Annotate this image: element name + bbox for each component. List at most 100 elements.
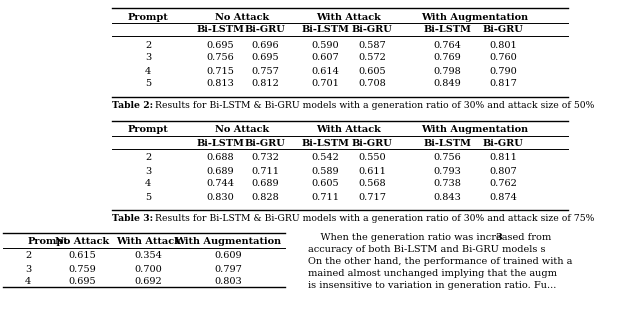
Text: Bi-GRU: Bi-GRU: [351, 26, 392, 35]
Text: 2: 2: [25, 251, 31, 261]
Text: 0.813: 0.813: [206, 80, 234, 89]
Text: No Attack: No Attack: [216, 125, 269, 135]
Text: 0.756: 0.756: [433, 154, 461, 163]
Text: 0.605: 0.605: [311, 180, 339, 189]
Text: 0.611: 0.611: [358, 166, 386, 175]
Text: 3: 3: [145, 166, 151, 175]
Text: With Attack: With Attack: [316, 13, 381, 21]
Text: 0.696: 0.696: [251, 40, 279, 49]
Text: 0.568: 0.568: [358, 180, 386, 189]
Text: With Augmentation: With Augmentation: [421, 13, 529, 21]
Text: 0.757: 0.757: [251, 66, 279, 75]
Text: 0.797: 0.797: [214, 265, 242, 273]
Text: 2: 2: [145, 154, 151, 163]
Text: 0.711: 0.711: [311, 192, 339, 201]
Text: 0.711: 0.711: [251, 166, 279, 175]
Text: 0.695: 0.695: [206, 40, 234, 49]
Text: 3: 3: [495, 234, 502, 242]
Text: 0.587: 0.587: [358, 40, 386, 49]
Text: Prompt: Prompt: [127, 125, 168, 135]
Text: 0.688: 0.688: [206, 154, 234, 163]
Text: 0.732: 0.732: [251, 154, 279, 163]
Text: 3: 3: [25, 265, 31, 273]
Text: Bi-GRU: Bi-GRU: [244, 139, 285, 147]
Text: accuracy of both Bi-LSTM and Bi-GRU models s: accuracy of both Bi-LSTM and Bi-GRU mode…: [308, 245, 545, 255]
Text: Bi-GRU: Bi-GRU: [244, 26, 285, 35]
Text: 0.354: 0.354: [134, 251, 162, 261]
Text: No Attack: No Attack: [55, 238, 109, 246]
Text: 4: 4: [145, 180, 151, 189]
Text: 0.715: 0.715: [206, 66, 234, 75]
Text: Table 2:: Table 2:: [112, 101, 153, 110]
Text: 0.803: 0.803: [214, 277, 242, 287]
Text: 0.811: 0.811: [489, 154, 517, 163]
Text: 0.605: 0.605: [358, 66, 386, 75]
Text: 0.828: 0.828: [251, 192, 279, 201]
Text: With Attack: With Attack: [116, 238, 180, 246]
Text: Results for Bi-LSTM & Bi-GRU models with a generation ratio of 30% and attack si: Results for Bi-LSTM & Bi-GRU models with…: [152, 214, 595, 223]
Text: 0.801: 0.801: [489, 40, 517, 49]
Text: 0.738: 0.738: [433, 180, 461, 189]
Text: With Attack: With Attack: [316, 125, 381, 135]
Text: With Augmentation: With Augmentation: [421, 125, 529, 135]
Text: 0.760: 0.760: [489, 54, 517, 63]
Text: 0.695: 0.695: [68, 277, 96, 287]
Text: 0.759: 0.759: [68, 265, 96, 273]
Text: 0.700: 0.700: [134, 265, 162, 273]
Text: 0.708: 0.708: [358, 80, 386, 89]
Text: 0.590: 0.590: [311, 40, 339, 49]
Text: 0.615: 0.615: [68, 251, 96, 261]
Text: 5: 5: [145, 80, 151, 89]
Text: 0.762: 0.762: [489, 180, 517, 189]
Text: Bi-LSTM: Bi-LSTM: [423, 139, 471, 147]
Text: Prompt: Prompt: [28, 238, 68, 246]
Text: mained almost unchanged implying that the augm: mained almost unchanged implying that th…: [308, 269, 557, 279]
Text: 0.689: 0.689: [251, 180, 279, 189]
Text: Bi-LSTM: Bi-LSTM: [301, 26, 349, 35]
Text: 0.793: 0.793: [433, 166, 461, 175]
Text: 0.830: 0.830: [206, 192, 234, 201]
Text: 0.695: 0.695: [251, 54, 279, 63]
Text: 0.607: 0.607: [311, 54, 339, 63]
Text: is insensitive to variation in generation ratio. Fu...: is insensitive to variation in generatio…: [308, 282, 556, 291]
Text: On the other hand, the performance of trained with a: On the other hand, the performance of tr…: [308, 258, 572, 266]
Text: Bi-LSTM: Bi-LSTM: [196, 26, 244, 35]
Text: No Attack: No Attack: [216, 13, 269, 21]
Text: 0.843: 0.843: [433, 192, 461, 201]
Text: 0.817: 0.817: [489, 80, 517, 89]
Text: 0.744: 0.744: [206, 180, 234, 189]
Text: 2: 2: [145, 40, 151, 49]
Text: 0.717: 0.717: [358, 192, 386, 201]
Text: 0.764: 0.764: [433, 40, 461, 49]
Text: 0.812: 0.812: [251, 80, 279, 89]
Text: Prompt: Prompt: [127, 13, 168, 21]
Text: Bi-LSTM: Bi-LSTM: [301, 139, 349, 147]
Text: When the generation ratio was increased from: When the generation ratio was increased …: [308, 234, 554, 242]
Text: 0.614: 0.614: [311, 66, 339, 75]
Text: Bi-GRU: Bi-GRU: [351, 139, 392, 147]
Text: 0.701: 0.701: [311, 80, 339, 89]
Text: 0.849: 0.849: [433, 80, 461, 89]
Text: 0.572: 0.572: [358, 54, 386, 63]
Text: Bi-GRU: Bi-GRU: [483, 26, 524, 35]
Text: 0.609: 0.609: [214, 251, 242, 261]
Text: 3: 3: [145, 54, 151, 63]
Text: Table 3:: Table 3:: [112, 214, 153, 223]
Text: 4: 4: [145, 66, 151, 75]
Text: 5: 5: [145, 192, 151, 201]
Text: Bi-LSTM: Bi-LSTM: [196, 139, 244, 147]
Text: 0.769: 0.769: [433, 54, 461, 63]
Text: 0.874: 0.874: [489, 192, 517, 201]
Text: 0.550: 0.550: [358, 154, 386, 163]
Text: Results for Bi-LSTM & Bi-GRU models with a generation ratio of 30% and attack si: Results for Bi-LSTM & Bi-GRU models with…: [152, 101, 595, 110]
Text: 0.807: 0.807: [489, 166, 517, 175]
Text: 0.689: 0.689: [206, 166, 234, 175]
Text: 0.542: 0.542: [311, 154, 339, 163]
Text: 0.589: 0.589: [311, 166, 339, 175]
Text: 4: 4: [25, 277, 31, 287]
Text: With Augmentation: With Augmentation: [175, 238, 282, 246]
Text: 0.798: 0.798: [433, 66, 461, 75]
Text: 0.790: 0.790: [489, 66, 517, 75]
Text: Bi-LSTM: Bi-LSTM: [423, 26, 471, 35]
Text: Bi-GRU: Bi-GRU: [483, 139, 524, 147]
